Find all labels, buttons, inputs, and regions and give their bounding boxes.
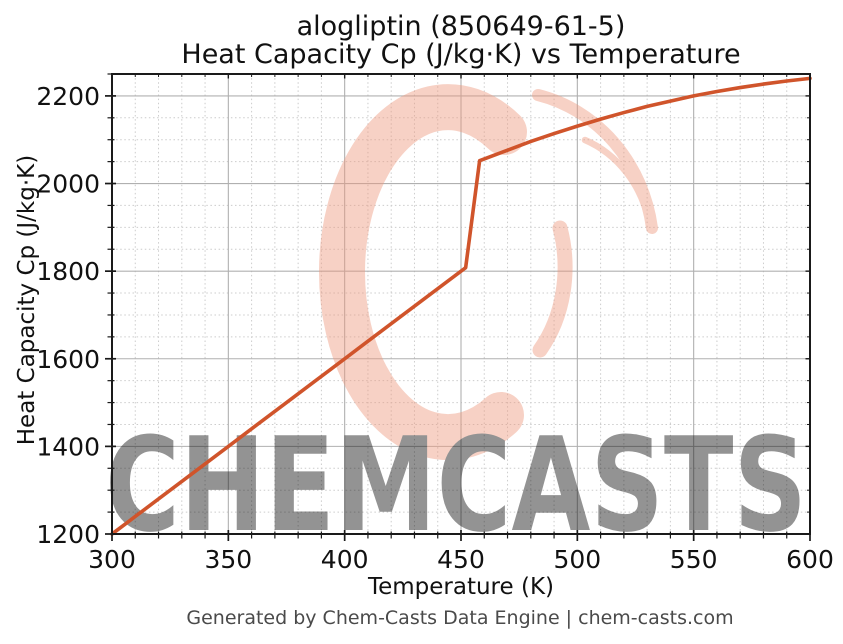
x-axis-label: Temperature (K) [367, 574, 554, 600]
x-tick-label: 400 [321, 545, 369, 574]
chemcasts-text-watermark: CHEMCASTS [105, 409, 807, 561]
chemcasts-logo-c-icon [319, 84, 527, 461]
x-tick-labels: 300 350 400 450 500 550 600 [88, 545, 834, 574]
y-tick-label: 1600 [36, 345, 100, 374]
chemcasts-logo-swoosh-icon [532, 89, 658, 234]
chemcasts-watermark: CHEMCASTS [105, 84, 807, 561]
footer-credit: Generated by Chem-Casts Data Engine | ch… [186, 607, 733, 629]
cp-curve [110, 76, 812, 536]
x-tick-label: 300 [88, 545, 136, 574]
y-tick-label: 2000 [36, 170, 100, 199]
x-tick-label: 600 [786, 545, 834, 574]
axis-ticks [105, 73, 811, 541]
chart-title-line1: alogliptin (850649-61-5) [297, 11, 626, 42]
y-tick-label: 1200 [36, 520, 100, 549]
chemcasts-logo-inner-crescent-icon [532, 220, 573, 358]
y-tick-label: 1800 [36, 257, 100, 286]
y-tick-label: 2200 [36, 82, 100, 111]
y-tick-labels: 1200 1400 1600 1800 2000 2200 [36, 82, 100, 549]
x-tick-label: 450 [437, 545, 485, 574]
x-tick-label: 550 [670, 545, 718, 574]
y-axis-label: Heat Capacity Cp (J/kg·K) [14, 155, 40, 445]
x-tick-label: 500 [553, 545, 601, 574]
chart-title-line2: Heat Capacity Cp (J/kg·K) vs Temperature [181, 39, 740, 70]
y-tick-label: 1400 [36, 432, 100, 461]
chemcasts-logo-swoosh2-icon [581, 136, 653, 226]
x-tick-label: 350 [204, 545, 252, 574]
